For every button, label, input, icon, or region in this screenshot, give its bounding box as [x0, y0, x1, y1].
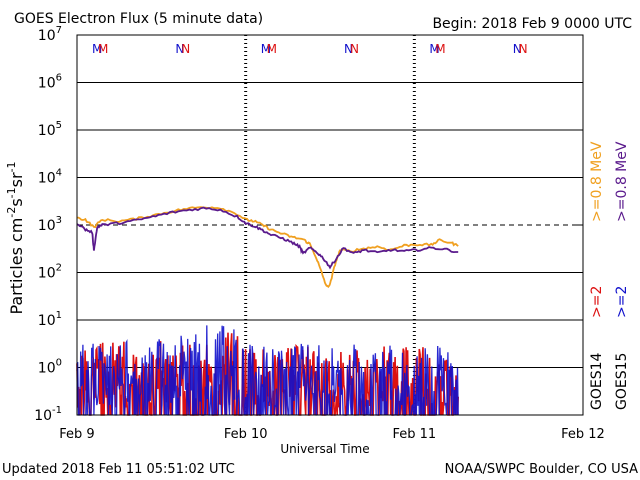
legend-goes15-1: >=2 — [614, 286, 630, 318]
marker-m: M — [92, 42, 102, 56]
x-tick-label: Feb 10 — [224, 427, 268, 442]
y-axis-label: Particles cm-2s-1sr-1 — [5, 161, 26, 314]
chart-title: GOES Electron Flux (5 minute data) — [14, 11, 263, 27]
legend-goes14-1: >=2 — [589, 286, 605, 318]
x-axis-label: Universal Time — [280, 442, 369, 456]
begin-label: Begin: 2018 Feb 9 0000 UTC — [432, 16, 632, 32]
y-tick-label: 105 — [38, 120, 62, 139]
series-layer — [76, 206, 459, 416]
legend-goes15-2: >=0.8 MeV — [614, 141, 630, 222]
marker-m: M — [98, 42, 108, 56]
plot-frame — [76, 34, 584, 416]
y-tick-label: 104 — [38, 168, 62, 187]
marker-n: N — [350, 42, 359, 56]
series-line-goes15-0-8-mev — [76, 206, 459, 270]
y-tick-label: 10-1 — [34, 405, 62, 424]
marker-n: N — [181, 42, 190, 56]
legend-goes14-2: >=0.8 MeV — [589, 141, 605, 222]
y-tick-label: 100 — [38, 358, 62, 377]
y-tick-label: 107 — [38, 25, 62, 44]
source-label: NOAA/SWPC Boulder, CO USA — [445, 462, 638, 477]
series-line-goes15-2-mev — [76, 325, 459, 416]
marker-n: N — [344, 42, 353, 56]
marker-n: N — [175, 42, 184, 56]
marker-m: M — [435, 42, 445, 56]
y-tick-label: 103 — [38, 215, 62, 234]
x-tick-label: Feb 12 — [561, 427, 605, 442]
y-tick-label: 102 — [38, 263, 62, 282]
marker-m: M — [267, 42, 277, 56]
x-tick-labels: Feb 9 Feb 10 Feb 11 Feb 12 — [59, 427, 605, 442]
midnight-noon-markers: MM NN MM NN MM NN — [92, 42, 528, 56]
right-legend: GOES14 >=2 >=0.8 MeV GOES15 >=2 >=0.8 MeV — [589, 141, 630, 410]
x-tick-label: Feb 9 — [59, 427, 94, 442]
marker-n: N — [519, 42, 528, 56]
marker-m: M — [261, 42, 271, 56]
marker-n: N — [513, 42, 522, 56]
y-tick-label: 106 — [38, 73, 62, 92]
plot-area: MM NN MM NN MM NN — [76, 34, 584, 416]
legend-goes15-0: GOES15 — [614, 353, 630, 410]
updated-timestamp: Updated 2018 Feb 11 05:51:02 UTC — [2, 462, 235, 477]
marker-m: M — [429, 42, 439, 56]
x-tick-label: Feb 11 — [392, 427, 436, 442]
y-tick-label: 101 — [38, 310, 62, 329]
legend-goes14-0: GOES14 — [589, 352, 605, 410]
